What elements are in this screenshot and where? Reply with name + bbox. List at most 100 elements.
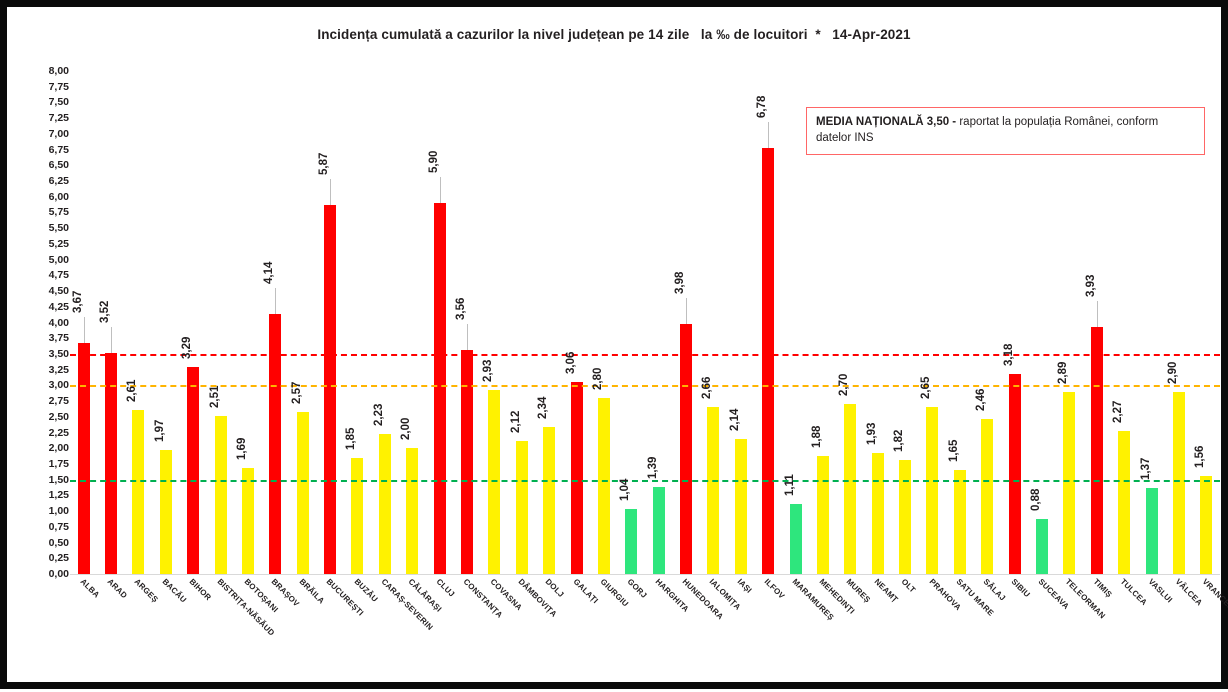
- bar[interactable]: [132, 410, 144, 574]
- bar-value-label: 1,88: [811, 425, 823, 447]
- bar-slot: 2,51: [207, 71, 234, 574]
- bar-value-label: 2,80: [592, 368, 604, 390]
- y-axis-tick: 5,75: [49, 206, 69, 218]
- bar-value-label: 2,27: [1112, 401, 1124, 423]
- bar[interactable]: [406, 448, 418, 574]
- bar[interactable]: [844, 404, 856, 574]
- bar[interactable]: [571, 382, 583, 574]
- x-axis-category-label: TULCEA: [1119, 577, 1149, 607]
- label-leader-line: [84, 317, 85, 343]
- bar[interactable]: [488, 390, 500, 574]
- bar-slot: 1,04: [618, 71, 645, 574]
- bar-slot: 5,87: [316, 71, 343, 574]
- bar-slot: 3,67: [70, 71, 97, 574]
- bar-slot: 2,12: [508, 71, 535, 574]
- bar-value-label: 2,89: [1057, 362, 1069, 384]
- bar-slot: 2,23: [371, 71, 398, 574]
- bar[interactable]: [351, 458, 363, 574]
- bar[interactable]: [78, 343, 90, 574]
- bar-slot: 3,06: [563, 71, 590, 574]
- bar-value-label: 1,65: [948, 440, 960, 462]
- reference-line-green-threshold: [70, 480, 1220, 482]
- x-axis-category-label: CLUJ: [434, 577, 456, 599]
- bar-slot: 5,90: [426, 71, 453, 574]
- bar-value-label: 2,00: [400, 418, 412, 440]
- bar[interactable]: [187, 367, 199, 574]
- bar[interactable]: [653, 487, 665, 574]
- bar[interactable]: [379, 434, 391, 574]
- bar[interactable]: [516, 441, 528, 574]
- bar[interactable]: [762, 148, 774, 574]
- bar[interactable]: [899, 460, 911, 574]
- label-leader-line: [686, 298, 687, 324]
- bar-value-label: 3,67: [72, 291, 84, 313]
- bar-value-label: 1,56: [1194, 446, 1206, 468]
- bar-value-label: 3,06: [565, 351, 577, 373]
- bar-value-label: 2,66: [701, 376, 713, 398]
- y-axis-tick: 3,75: [49, 332, 69, 344]
- bar[interactable]: [461, 350, 473, 574]
- bar[interactable]: [1009, 374, 1021, 574]
- bar[interactable]: [324, 205, 336, 574]
- bar[interactable]: [598, 398, 610, 574]
- bar[interactable]: [1063, 392, 1075, 574]
- x-axis-category-label: MUREȘ: [845, 577, 872, 604]
- bar[interactable]: [1200, 476, 1212, 574]
- bar[interactable]: [926, 407, 938, 574]
- bar[interactable]: [215, 416, 227, 574]
- x-axis-category-label: VRANCEA: [1201, 577, 1228, 612]
- bar-slot: 2,61: [125, 71, 152, 574]
- x-axis-category-label: CARAȘ-SEVERIN: [380, 577, 435, 632]
- bar[interactable]: [872, 453, 884, 574]
- reference-line-orange-threshold: [70, 385, 1220, 387]
- y-axis-tick: 1,50: [49, 474, 69, 486]
- bar[interactable]: [1146, 488, 1158, 574]
- national-average-annotation: MEDIA NAȚIONALĂ 3,50 - raportat la popul…: [806, 107, 1205, 155]
- bar-value-label: 1,69: [236, 437, 248, 459]
- bar[interactable]: [1091, 327, 1103, 574]
- bar[interactable]: [981, 419, 993, 574]
- bar-slot: 2,80: [590, 71, 617, 574]
- x-axis-category-label: GORJ: [626, 577, 649, 600]
- y-axis-tick: 4,50: [49, 285, 69, 297]
- bar[interactable]: [735, 439, 747, 574]
- bar-value-label: 1,39: [647, 456, 659, 478]
- y-axis-tick: 7,50: [49, 96, 69, 108]
- bar[interactable]: [1118, 431, 1130, 574]
- bar[interactable]: [817, 456, 829, 574]
- label-leader-line: [467, 324, 468, 350]
- bar[interactable]: [160, 450, 172, 574]
- bar[interactable]: [434, 203, 446, 574]
- y-axis-tick: 3,50: [49, 348, 69, 360]
- y-axis-tick: 3,00: [49, 379, 69, 391]
- bar[interactable]: [680, 324, 692, 574]
- x-axis-category-label: BACĂU: [160, 577, 187, 604]
- y-axis-tick: 4,75: [49, 269, 69, 281]
- bar[interactable]: [242, 468, 254, 574]
- label-leader-line: [768, 122, 769, 148]
- y-axis-tick: 4,25: [49, 301, 69, 313]
- bar-slot: 3,98: [672, 71, 699, 574]
- y-axis-tick: 6,25: [49, 175, 69, 187]
- bar[interactable]: [790, 504, 802, 574]
- bar[interactable]: [707, 407, 719, 574]
- bar-value-label: 5,87: [318, 153, 330, 175]
- bar[interactable]: [625, 509, 637, 574]
- label-leader-line: [330, 179, 331, 205]
- bar[interactable]: [954, 470, 966, 574]
- bar[interactable]: [1036, 519, 1048, 574]
- x-axis-line: [70, 574, 1220, 575]
- y-axis-tick: 5,25: [49, 238, 69, 250]
- bar[interactable]: [269, 314, 281, 574]
- bar-slot: 1,85: [344, 71, 371, 574]
- bar-value-label: 2,57: [291, 382, 303, 404]
- bar-slot: 2,57: [289, 71, 316, 574]
- bar[interactable]: [297, 412, 309, 574]
- bar[interactable]: [1173, 392, 1185, 574]
- bar[interactable]: [543, 427, 555, 574]
- label-leader-line: [1097, 301, 1098, 327]
- bar-slot: 4,14: [262, 71, 289, 574]
- bar-value-label: 2,70: [838, 374, 850, 396]
